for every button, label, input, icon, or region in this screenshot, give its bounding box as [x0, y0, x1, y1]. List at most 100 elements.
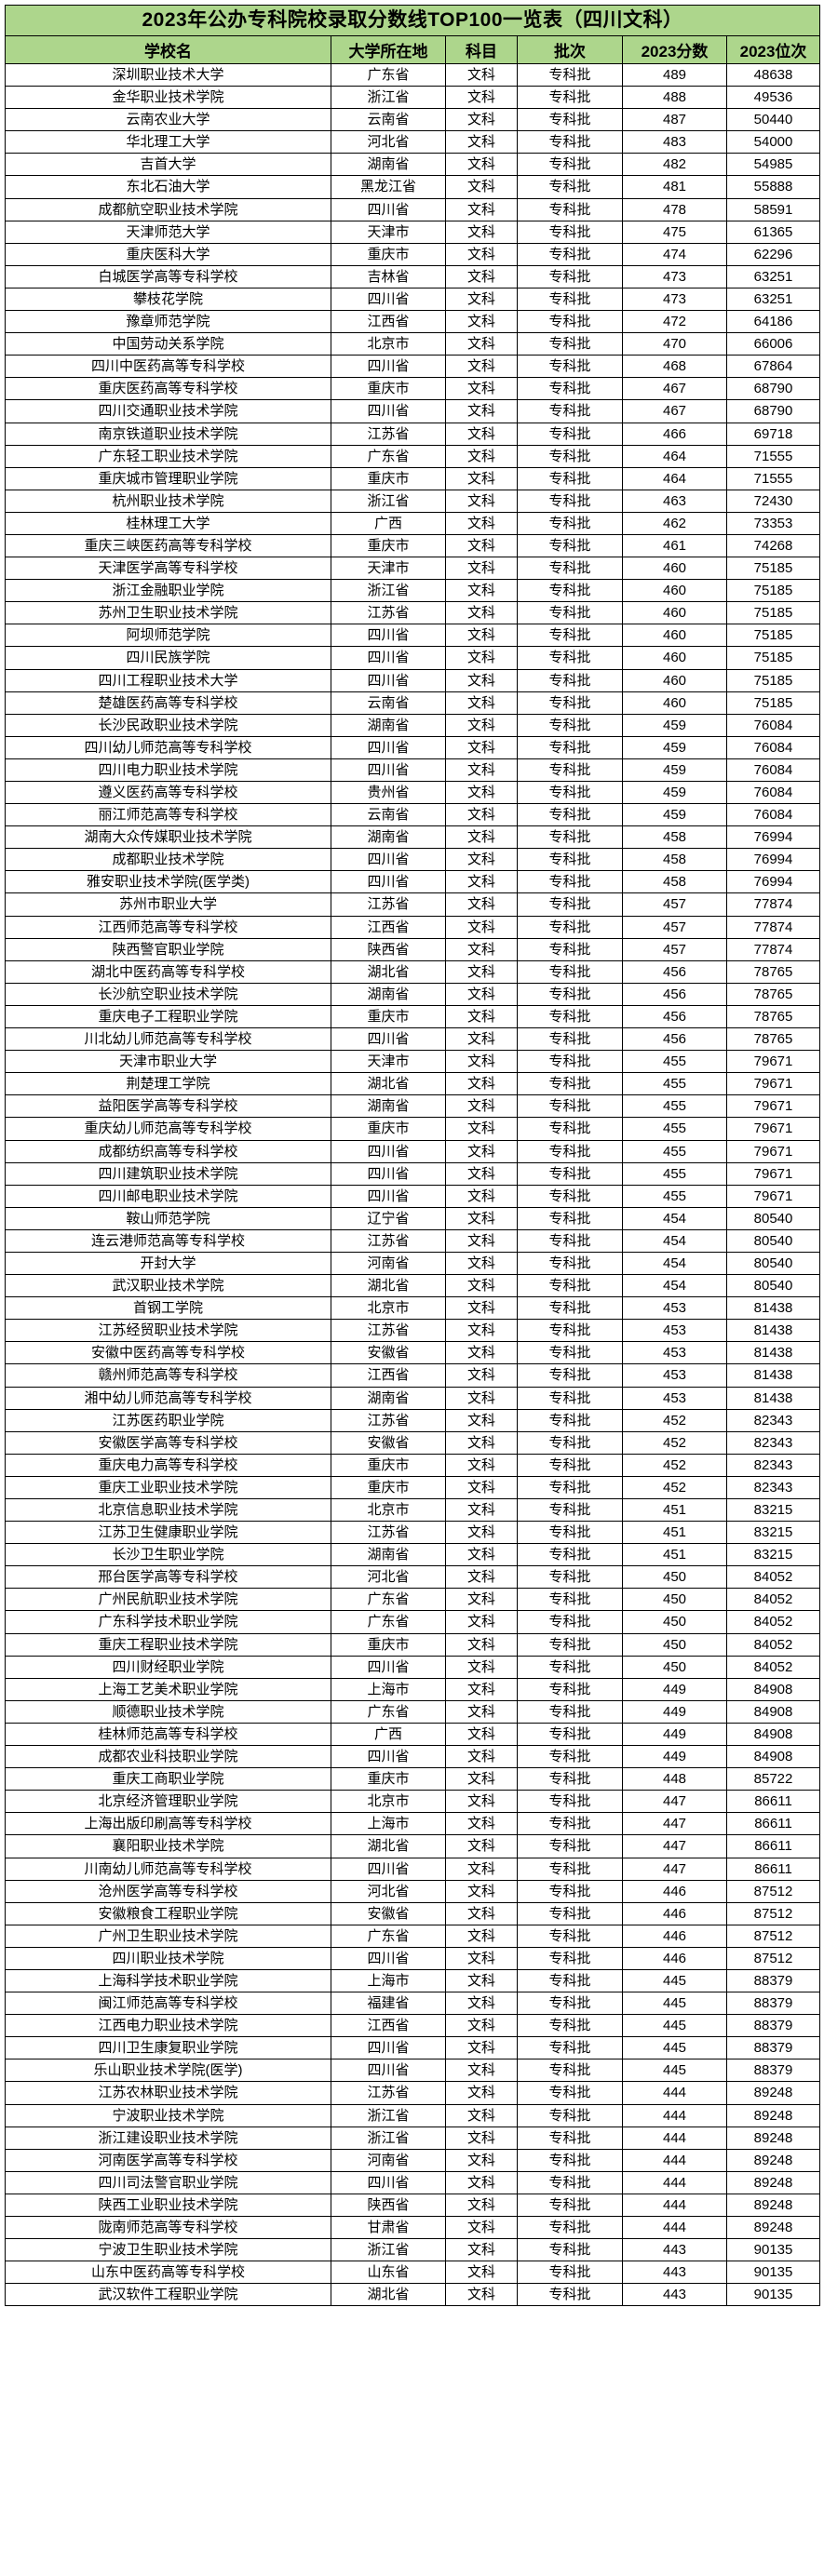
cell-batch: 专科批: [517, 1430, 623, 1455]
cell-score: 447: [622, 1790, 727, 1814]
cell-score: 456: [622, 959, 727, 984]
cell-batch: 专科批: [517, 2238, 623, 2262]
cell-school: 成都职业技术学院: [5, 848, 331, 872]
cell-location: 广东省: [331, 1924, 446, 1948]
cell-school: 重庆三峡医药高等专科学校: [5, 533, 331, 558]
cell-school: 鞍山师范学院: [5, 1206, 331, 1230]
cell-batch: 专科批: [517, 1857, 623, 1881]
cell-rank: 89248: [725, 2170, 821, 2194]
cell-subject: 文科: [445, 1521, 518, 1545]
cell-school: 四川电力职业技术学院: [5, 758, 331, 783]
cell-subject: 文科: [445, 264, 518, 288]
cell-rank: 76994: [725, 825, 821, 850]
cell-location: 湖南省: [331, 1543, 446, 1567]
cell-batch: 专科批: [517, 758, 623, 783]
cell-score: 444: [622, 2170, 727, 2194]
cell-location: 四川省: [331, 2036, 446, 2060]
cell-batch: 专科批: [517, 1834, 623, 1858]
cell-location: 四川省: [331, 399, 446, 423]
cell-subject: 文科: [445, 1946, 518, 1970]
cell-rank: 89248: [725, 2193, 821, 2218]
cell-batch: 专科批: [517, 399, 623, 423]
table-row: 武汉软件工程职业学院 湖北省 文科 专科批 443 90135: [5, 2283, 821, 2307]
cell-subject: 文科: [445, 1184, 518, 1208]
table-row: 重庆电力高等专科学校 重庆市 文科 专科批 452 82343: [5, 1453, 821, 1477]
cell-subject: 文科: [445, 1790, 518, 1814]
cell-rank: 76084: [725, 758, 821, 783]
cell-school: 安徽中医药高等专科学校: [5, 1341, 331, 1365]
cell-school: 沧州医学高等专科学校: [5, 1879, 331, 1903]
column-header-rank: 2023位次: [725, 35, 821, 64]
cell-score: 445: [622, 1992, 727, 2016]
cell-score: 450: [622, 1655, 727, 1679]
table-row: 成都职业技术学院 四川省 文科 专科批 458 76994: [5, 848, 821, 872]
cell-subject: 文科: [445, 1430, 518, 1455]
cell-batch: 专科批: [517, 332, 623, 356]
cell-score: 457: [622, 915, 727, 939]
cell-location: 安徽省: [331, 1901, 446, 1925]
cell-subject: 文科: [445, 1901, 518, 1925]
cell-subject: 文科: [445, 1655, 518, 1679]
cell-location: 湖南省: [331, 1094, 446, 1119]
cell-school: 雅安职业技术学院(医学类): [5, 870, 331, 894]
cell-batch: 专科批: [517, 1968, 623, 1993]
cell-school: 重庆电子工程职业学院: [5, 1004, 331, 1029]
cell-batch: 专科批: [517, 1341, 623, 1365]
cell-rank: 64186: [725, 310, 821, 334]
cell-subject: 文科: [445, 803, 518, 827]
cell-batch: 专科批: [517, 1632, 623, 1657]
cell-batch: 专科批: [517, 197, 623, 221]
table-row: 益阳医学高等专科学校 湖南省 文科 专科批 455 79671: [5, 1094, 821, 1119]
cell-school: 桂林师范高等专科学校: [5, 1722, 331, 1747]
table-row: 杭州职业技术学院 浙江省 文科 专科批 463 72430: [5, 489, 821, 513]
cell-rank: 88379: [725, 1968, 821, 1993]
cell-score: 457: [622, 892, 727, 917]
cell-location: 重庆市: [331, 242, 446, 266]
cell-score: 447: [622, 1857, 727, 1881]
table-row: 荆楚理工学院 湖北省 文科 专科批 455 79671: [5, 1072, 821, 1096]
table-row: 开封大学 河南省 文科 专科批 454 80540: [5, 1251, 821, 1276]
cell-rank: 76084: [725, 803, 821, 827]
cell-location: 四川省: [331, 197, 446, 221]
cell-score: 481: [622, 175, 727, 199]
cell-subject: 文科: [445, 489, 518, 513]
cell-school: 天津医学高等专科学校: [5, 557, 331, 581]
cell-score: 458: [622, 825, 727, 850]
table-row: 重庆电子工程职业学院 重庆市 文科 专科批 456 78765: [5, 1004, 821, 1029]
cell-location: 四川省: [331, 1184, 446, 1208]
cell-score: 459: [622, 735, 727, 759]
cell-subject: 文科: [445, 1206, 518, 1230]
cell-location: 重庆市: [331, 1475, 446, 1500]
cell-rank: 84052: [725, 1655, 821, 1679]
cell-school: 浙江建设职业技术学院: [5, 2126, 331, 2150]
cell-batch: 专科批: [517, 422, 623, 446]
cell-batch: 专科批: [517, 1610, 623, 1634]
cell-school: 杭州职业技术学院: [5, 489, 331, 513]
table-row: 安徽医学高等专科学校 安徽省 文科 专科批 452 82343: [5, 1430, 821, 1455]
cell-rank: 71555: [725, 466, 821, 490]
table-row: 浙江金融职业学院 浙江省 文科 专科批 460 75185: [5, 579, 821, 603]
cell-subject: 文科: [445, 62, 518, 87]
cell-batch: 专科批: [517, 264, 623, 288]
table-row: 浙江建设职业技术学院 浙江省 文科 专科批 444 89248: [5, 2126, 821, 2150]
cell-subject: 文科: [445, 915, 518, 939]
cell-school: 武汉职业技术学院: [5, 1274, 331, 1298]
cell-subject: 文科: [445, 310, 518, 334]
cell-location: 四川省: [331, 1139, 446, 1163]
table-row: 襄阳职业技术学院 湖北省 文科 专科批 447 86611: [5, 1834, 821, 1858]
table-row: 广东轻工职业技术学院 广东省 文科 专科批 464 71555: [5, 444, 821, 468]
table-row: 江西师范高等专科学校 江西省 文科 专科批 457 77874: [5, 915, 821, 939]
cell-rank: 89248: [725, 2081, 821, 2105]
cell-location: 江苏省: [331, 1319, 446, 1343]
cell-rank: 86611: [725, 1812, 821, 1836]
table-row: 安徽中医药高等专科学校 安徽省 文科 专科批 453 81438: [5, 1341, 821, 1365]
cell-school: 乐山职业技术学院(医学): [5, 2059, 331, 2083]
cell-batch: 专科批: [517, 825, 623, 850]
cell-batch: 专科批: [517, 892, 623, 917]
cell-score: 449: [622, 1745, 727, 1769]
cell-score: 467: [622, 377, 727, 401]
cell-school: 江苏医药职业学院: [5, 1408, 331, 1432]
cell-score: 449: [622, 1722, 727, 1747]
cell-location: 四川省: [331, 1946, 446, 1970]
table-row: 成都航空职业技术学院 四川省 文科 专科批 478 58591: [5, 197, 821, 221]
